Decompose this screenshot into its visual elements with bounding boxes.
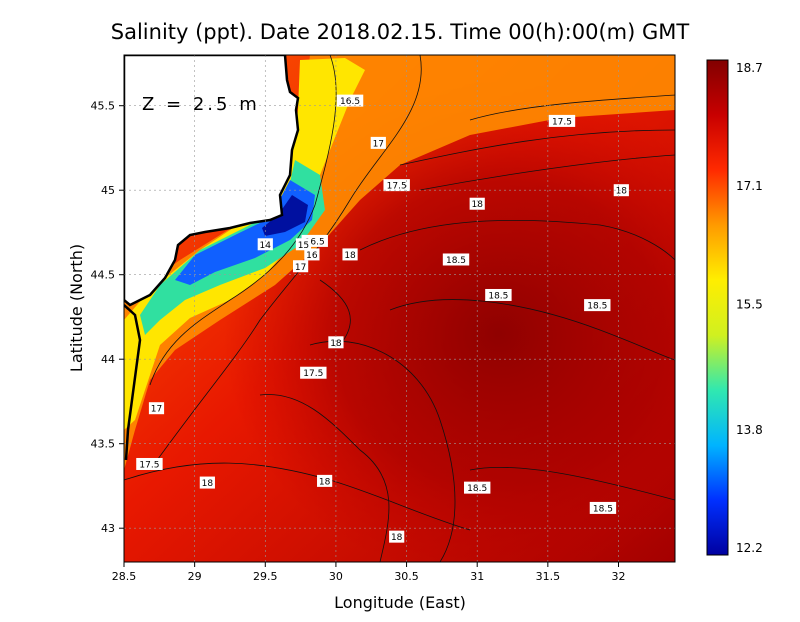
contour-label: 18 [616, 187, 628, 197]
contour-label: 17 [151, 405, 162, 415]
depth-annotation: Z = 2.5 m [142, 94, 260, 115]
x-tick-label: 32 [611, 570, 625, 583]
contour-label: 17 [373, 139, 384, 149]
y-tick-label: 44.5 [91, 269, 116, 282]
contour-label: 18.5 [446, 256, 466, 266]
contour-label-box [295, 238, 312, 251]
contour-label: 18 [344, 251, 356, 261]
contour-label: 16.5 [305, 237, 325, 247]
contour-label-box [548, 114, 576, 127]
x-tick-label: 30 [329, 570, 343, 583]
plot-frame [123, 54, 676, 563]
contour-label-box [442, 253, 470, 266]
y-tick-label: 45.5 [91, 100, 116, 113]
colorbar-tick-label: 15.5 [736, 297, 763, 311]
contour-label: 18.5 [587, 302, 607, 312]
contour-label: 18 [391, 533, 403, 543]
y-tick-label: 43 [101, 522, 115, 535]
contour-label-box [328, 336, 344, 349]
colorbar-tick-label: 13.8 [736, 423, 763, 437]
x-tick-label: 29.5 [253, 570, 278, 583]
x-axis-ticks: 28.5 29 29.5 30 30.5 31 31.5 32 [112, 562, 625, 583]
y-tick-label: 43.5 [91, 438, 116, 451]
x-tick-label: 30.5 [394, 570, 419, 583]
colorbar-tick-label: 17.1 [736, 179, 763, 193]
contour-label: 17.5 [552, 117, 572, 127]
contour-label: 17.5 [303, 369, 323, 379]
contour-label-box [485, 288, 512, 301]
contour-label-box [199, 476, 215, 489]
contour-label-box [342, 248, 358, 261]
contour-label: 17.5 [139, 460, 159, 470]
colorbar-tick-label: 18.7 [736, 61, 763, 75]
contour-label: 15 [298, 241, 309, 251]
x-axis-label: Longitude (East) [334, 593, 466, 612]
contour-label: 18 [202, 479, 214, 489]
contour-label-box [336, 94, 364, 107]
contour-label: 16.5 [340, 97, 360, 107]
contour-label-box [304, 248, 320, 261]
contour-label-box [136, 457, 163, 470]
contour-label-box [300, 366, 327, 379]
gridlines [124, 55, 675, 562]
contour-label-box [469, 197, 485, 210]
x-tick-label: 29 [188, 570, 202, 583]
x-tick-label: 31.5 [536, 570, 561, 583]
colorbar-tick-label: 12.2 [736, 541, 763, 555]
contour-label: 18 [319, 477, 331, 487]
contour-label-box [589, 501, 617, 514]
land-mass [124, 55, 300, 307]
x-tick-label: 28.5 [112, 570, 137, 583]
contour-label-box [317, 474, 333, 487]
contour-label-box [383, 179, 410, 192]
contour-label: 18 [330, 339, 342, 349]
contour-label-box [584, 299, 611, 312]
contour-label: 18.5 [593, 504, 613, 514]
y-axis-ticks: 43 43.5 44 44.5 45 45.5 [91, 100, 124, 535]
y-axis-label: Latitude (North) [67, 244, 86, 372]
contour-label-box [370, 136, 386, 149]
contour-label-box [389, 530, 405, 543]
navy-core [262, 195, 308, 236]
x-tick-label: 31 [470, 570, 484, 583]
contour-label-box [148, 402, 165, 415]
contour-label-box [257, 238, 273, 251]
contour-label: 17.5 [387, 182, 407, 192]
contour-label-box [464, 481, 491, 494]
colorbar [706, 59, 729, 556]
y-tick-label: 44 [101, 353, 115, 366]
contour-label: 16 [306, 251, 318, 261]
y-tick-label: 45 [101, 184, 115, 197]
contour-label-box [293, 260, 309, 273]
contour-label: 17 [295, 263, 306, 273]
chart-title: Salinity (ppt). Date 2018.02.15. Time 00… [111, 20, 690, 44]
contour-label: 18.5 [488, 291, 508, 301]
contour-label: 18.5 [467, 484, 487, 494]
coastline-south [124, 304, 142, 461]
contour-label-box [613, 184, 629, 197]
colorbar-ticks: 12.2 13.8 15.5 17.1 18.7 [736, 61, 763, 555]
